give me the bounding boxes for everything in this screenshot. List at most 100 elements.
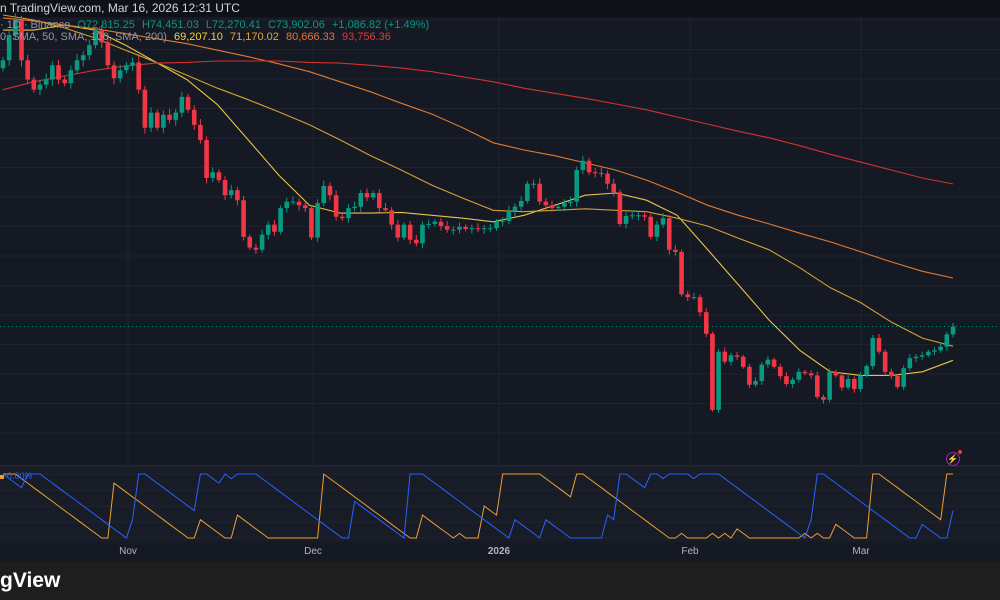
candle-body [679, 251, 684, 295]
candle-body [167, 114, 172, 120]
candle-body [734, 355, 740, 357]
candle-body [549, 205, 555, 209]
candle-body [771, 359, 777, 367]
candle-body [278, 208, 283, 232]
published-text: n TradingView.com, Mar 16, 2026 12:31 UT… [0, 1, 240, 15]
candle-body [475, 228, 481, 230]
candle-body [0, 60, 6, 69]
candle-body [765, 359, 771, 365]
sma-params[interactable]: 0, SMA, 50, SMA, 100, SMA, 200) [0, 31, 167, 43]
candle-body [50, 65, 55, 80]
candle-body [154, 112, 160, 128]
price-chart[interactable] [0, 0, 1000, 562]
candle-body [99, 30, 105, 43]
candle-body [315, 203, 320, 238]
symbol-legend: · 1D · Binance O72,815.25 H74,451.03 L72… [0, 19, 433, 31]
candle-body [414, 239, 419, 244]
tradingview-logo[interactable]: gView [0, 569, 61, 592]
candle-body [802, 371, 808, 374]
candle-body [629, 215, 635, 217]
candle-body [512, 206, 518, 211]
lightning-bolt-icon[interactable]: ⚡ [946, 450, 962, 466]
candle-body [889, 371, 894, 377]
candle-body [346, 208, 351, 219]
sma-line-sma50 [2, 14, 954, 347]
candle-body [56, 65, 61, 80]
candle-body [13, 20, 18, 36]
candle-body [950, 326, 956, 335]
candle-body [204, 139, 209, 178]
candle-body [926, 351, 931, 356]
candle-body [827, 371, 832, 400]
candle-body [648, 216, 654, 237]
candle-body [383, 208, 388, 211]
candle-body [43, 79, 49, 85]
sma20-value: 69,207.10 [173, 31, 223, 43]
candle-body [568, 201, 573, 204]
candle-body [364, 193, 370, 198]
candle-body [376, 193, 382, 209]
symbol-info[interactable]: · 1D · Binance [0, 19, 71, 31]
candle-body [592, 172, 598, 174]
close-value: C73,902.06 [268, 19, 325, 31]
candle-body [851, 378, 857, 390]
candle-body [796, 371, 802, 380]
candle-body [944, 334, 950, 347]
candle-body [864, 366, 869, 376]
candle-body [352, 206, 357, 209]
candle-body [426, 223, 431, 225]
candle-body [660, 218, 666, 225]
open-value: O72,815.25 [77, 19, 135, 31]
candle-body [407, 224, 413, 240]
candle-body [716, 351, 721, 410]
candle-body [333, 195, 339, 217]
candle-body [611, 183, 617, 193]
candle-body [500, 221, 505, 223]
candle-body [179, 96, 185, 113]
candle-body [753, 381, 758, 385]
sma-legend: 0, SMA, 50, SMA, 100, SMA, 200) 69,207.1… [0, 31, 395, 43]
x-tick-label: Mar [852, 546, 870, 557]
candle-body [555, 206, 561, 209]
candle-body [703, 312, 709, 334]
candle-body [339, 216, 345, 219]
candle-body [623, 216, 629, 224]
candle-body [895, 376, 900, 387]
candle-body [309, 208, 314, 238]
candle-body [31, 79, 37, 90]
sma-line-sma100 [2, 17, 954, 279]
candle-body [444, 226, 450, 230]
candle-body [198, 124, 203, 140]
footer-bar: gView [0, 562, 1000, 600]
candle-body [19, 20, 24, 61]
candle-body [438, 221, 444, 227]
candle-body [111, 65, 117, 79]
candle-body [673, 249, 678, 252]
candle-body [913, 356, 919, 359]
candle-body [457, 226, 462, 230]
candle-body [506, 210, 512, 222]
candle-body [253, 247, 259, 250]
candle-body [642, 215, 647, 217]
candle-body [907, 358, 913, 369]
sma100-value: 80,666.33 [285, 31, 335, 43]
candle-body [401, 224, 407, 238]
candle-body [845, 378, 851, 388]
candle-body [296, 201, 302, 206]
aroon-down-value: 0.00% [7, 471, 33, 481]
candle-body [241, 200, 246, 237]
candle-body [728, 355, 734, 362]
aroon-down-line [2, 473, 954, 539]
candle-body [784, 376, 789, 385]
candle-body [105, 42, 111, 66]
candle-body [284, 201, 290, 209]
sma-line-sma20 [3, 24, 954, 376]
candle-body [469, 228, 475, 230]
candle-body [321, 185, 327, 204]
candle-body [173, 112, 179, 120]
candle-body [395, 224, 401, 238]
candle-body [759, 364, 765, 382]
x-tick-label: Feb [681, 546, 699, 557]
candle-body [370, 193, 376, 198]
candle-body [870, 338, 876, 367]
